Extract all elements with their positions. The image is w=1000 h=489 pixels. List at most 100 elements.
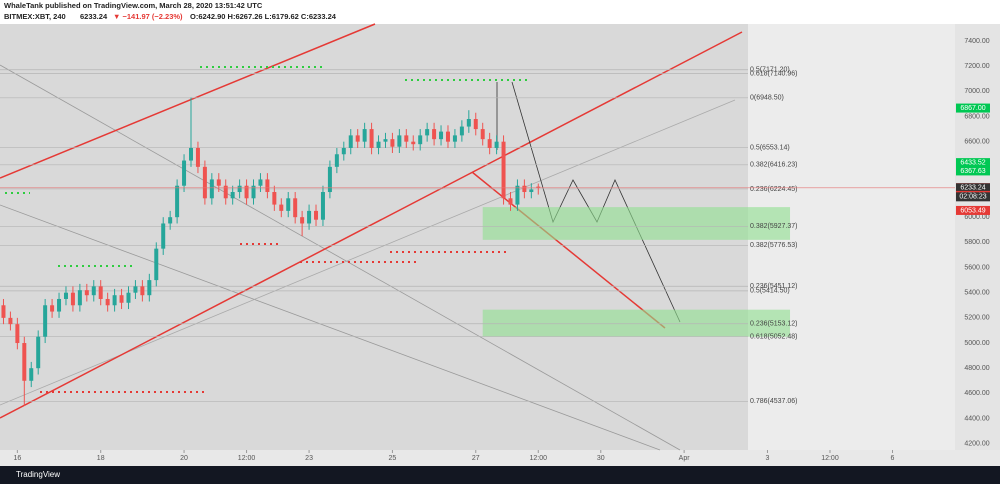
candle-body	[161, 223, 166, 249]
x-tick-label: 12:00	[821, 455, 839, 462]
y-tick-label: 7000.00	[964, 88, 989, 95]
x-tick-label: 23	[305, 455, 313, 462]
candle-body	[466, 119, 471, 127]
price-tag-label: 6233.24	[960, 185, 985, 192]
candle-body	[439, 131, 444, 140]
fib-label: 0.382(5927.37)	[750, 223, 797, 230]
fib-label: 0.786(4537.06)	[750, 398, 797, 405]
candle-body	[154, 248, 159, 281]
time-axis-bg	[0, 450, 1000, 466]
x-tick-label: 20	[180, 455, 188, 462]
candle-body	[22, 343, 27, 381]
price-tag-label: 6053.49	[960, 207, 985, 214]
fib-label: 0.5(5414.50)	[750, 288, 790, 295]
price-tag	[956, 103, 990, 113]
trend-line	[0, 204, 661, 451]
fib-label: 0.382(5776.53)	[750, 242, 797, 249]
fib-label: 0.5(6553.14)	[750, 144, 790, 151]
y-tick-label: 6000.00	[964, 214, 989, 221]
candle-body	[300, 217, 305, 224]
header: WhaleTank published on TradingView.com, …	[4, 1, 337, 21]
candle-body	[314, 210, 319, 220]
fib-label: 0.236(5153.12)	[750, 321, 797, 328]
candle-body	[251, 185, 256, 199]
candle-body	[494, 141, 499, 148]
x-tick-label: 30	[597, 455, 605, 462]
x-tick-label: 16	[13, 455, 21, 462]
candle-body	[536, 186, 541, 188]
y-tick-label: 4200.00	[964, 441, 989, 448]
fib-label: 0.618(5052.48)	[750, 333, 797, 340]
candle-body	[15, 324, 20, 344]
y-tick-label: 7400.00	[964, 38, 989, 45]
candle-body	[272, 192, 277, 205]
y-tick-label: 4600.00	[964, 390, 989, 397]
ohlc: O:6242.90 H:6267.26 L:6179.62 C:6233.24	[190, 12, 337, 21]
candle-body	[98, 286, 103, 299]
y-tick-label: 5600.00	[964, 264, 989, 271]
candle-body	[84, 290, 89, 296]
candle-body	[320, 192, 325, 220]
candle-body	[258, 179, 263, 186]
x-tick-label: 25	[389, 455, 397, 462]
candle-body	[327, 166, 332, 193]
y-tick-label: 4400.00	[964, 415, 989, 422]
candle-body	[411, 141, 416, 145]
candle-body	[126, 292, 131, 303]
candle-body	[112, 295, 117, 306]
candle-body	[501, 141, 506, 199]
x-tick-label: 12:00	[238, 455, 256, 462]
target-zone	[482, 309, 791, 337]
candle-body	[508, 198, 513, 205]
y-tick-label: 6600.00	[964, 139, 989, 146]
candle-body	[119, 295, 124, 303]
fib-label: 0.382(6416.23)	[750, 162, 797, 169]
last-price: 6233.24	[80, 12, 108, 21]
x-tick-label: 18	[97, 455, 105, 462]
y-tick-label: 7200.00	[964, 63, 989, 70]
candle-body	[189, 147, 193, 161]
candle-body	[459, 126, 464, 136]
symbol: BITMEX:XBT, 240	[4, 12, 66, 21]
candle-body	[77, 290, 82, 306]
candle-body	[279, 204, 284, 211]
candle-body	[376, 141, 381, 148]
candle-body	[425, 129, 430, 136]
candle-body	[473, 119, 478, 130]
fib-label: 0.236(5451.12)	[750, 283, 797, 290]
candle-body	[307, 210, 312, 224]
candle-body	[140, 286, 145, 296]
author-line: WhaleTank published on TradingView.com, …	[4, 1, 263, 10]
fib-label: 0.618(7140.96)	[750, 70, 797, 77]
candle-body	[91, 286, 96, 296]
candle-body	[487, 139, 492, 148]
brand: TradingView	[16, 470, 60, 479]
x-tick-label: 12:00	[530, 455, 548, 462]
candle-body	[195, 147, 200, 167]
candle-body	[133, 286, 138, 293]
x-tick-label: 27	[472, 455, 480, 462]
candle-body	[8, 317, 13, 325]
candle-body	[369, 129, 374, 148]
candle-body	[29, 368, 34, 381]
y-tick-label: 4800.00	[964, 365, 989, 372]
price-tag-label: 6367.63	[960, 168, 985, 175]
price-tag-label: 6433.52	[960, 159, 985, 166]
candle-body	[265, 179, 270, 193]
candle-body	[36, 336, 41, 369]
change: ▼ −141.97 (−2.23%)	[113, 12, 183, 21]
candle-body	[515, 185, 520, 205]
channel-line	[0, 31, 743, 419]
price-tag	[956, 183, 990, 193]
y-tick-label: 6800.00	[964, 113, 989, 120]
y-tick-label: 5000.00	[964, 340, 989, 347]
candle-body	[50, 305, 55, 312]
candle-body	[182, 160, 187, 186]
trend-line	[0, 64, 681, 451]
candle-body	[445, 131, 450, 142]
y-tick-label: 5800.00	[964, 239, 989, 246]
candle-body	[63, 292, 68, 299]
candle-body	[237, 185, 242, 193]
candle-body	[432, 129, 437, 140]
